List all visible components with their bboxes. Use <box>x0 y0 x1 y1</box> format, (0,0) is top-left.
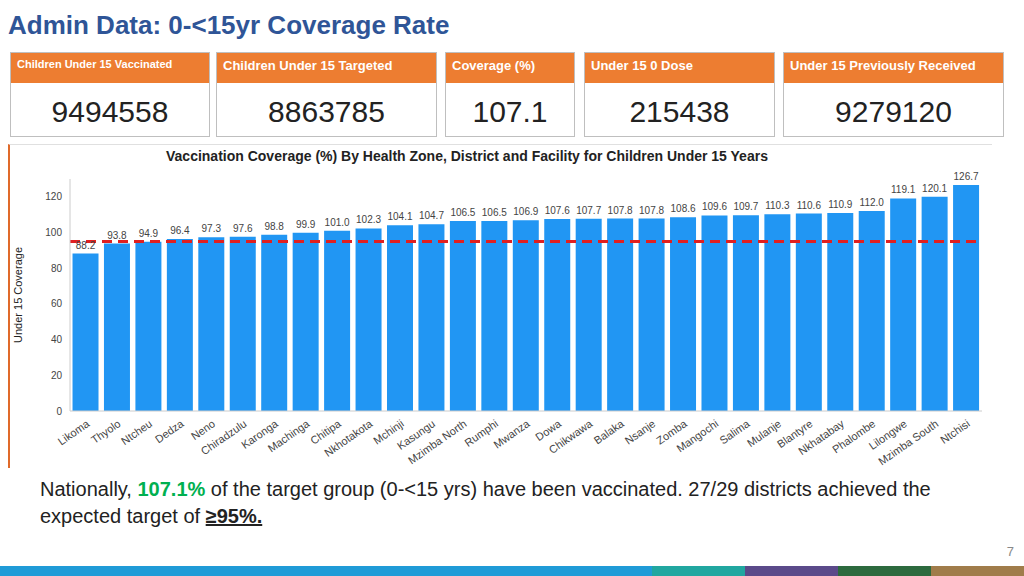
svg-text:109.7: 109.7 <box>733 201 758 212</box>
svg-text:126.7: 126.7 <box>954 171 979 182</box>
svg-text:Mchinji: Mchinji <box>370 417 406 447</box>
svg-text:Nkhotakota: Nkhotakota <box>322 417 375 459</box>
svg-text:Chitipa: Chitipa <box>308 417 343 447</box>
svg-text:107.8: 107.8 <box>639 205 664 216</box>
svg-text:110.9: 110.9 <box>828 199 853 210</box>
svg-text:101.0: 101.0 <box>325 217 350 228</box>
svg-text:93.8: 93.8 <box>107 230 127 241</box>
svg-text:Neno: Neno <box>188 417 218 443</box>
svg-text:94.9: 94.9 <box>139 228 159 239</box>
svg-text:Ntchisi: Ntchisi <box>938 417 972 446</box>
html-text:Under 15 Previously Received: Under 15 Previously Received <box>790 58 976 73</box>
svg-text:Zomba: Zomba <box>653 417 689 447</box>
html-text:8863785: 8863785 <box>268 95 385 128</box>
svg-text:Blantyre: Blantyre <box>774 417 815 451</box>
svg-text:Balaka: Balaka <box>592 417 627 447</box>
svg-text:112.0: 112.0 <box>860 197 885 208</box>
svg-text:Mzimba North: Mzimba North <box>406 417 469 466</box>
html-text:Coverage (%): Coverage (%) <box>452 58 536 73</box>
svg-text:Likoma: Likoma <box>55 417 92 448</box>
svg-text:Nkhatabay: Nkhatabay <box>796 417 847 458</box>
svg-text:Mangochi: Mangochi <box>674 417 720 454</box>
svg-text:110.6: 110.6 <box>797 200 822 211</box>
svg-text:106.9: 106.9 <box>513 206 538 217</box>
svg-text:108.6: 108.6 <box>671 203 696 214</box>
svg-text:98.8: 98.8 <box>264 221 284 232</box>
html-text:7: 7 <box>1006 544 1014 559</box>
svg-text:80: 80 <box>51 263 63 274</box>
html-text:Children Under 15 Targeted: Children Under 15 Targeted <box>223 58 393 73</box>
html-text:9494558: 9494558 <box>51 95 169 128</box>
svg-text:40: 40 <box>51 334 63 345</box>
svg-text:Salima: Salima <box>717 417 752 447</box>
svg-text:Kasungu: Kasungu <box>394 417 438 452</box>
svg-text:120: 120 <box>45 191 62 202</box>
svg-text:Mwanza: Mwanza <box>491 417 532 451</box>
svg-text:Ntcheu: Ntcheu <box>119 417 154 447</box>
svg-text:120.1: 120.1 <box>922 183 947 194</box>
html-text:Nationally, 107.1% of the targ: Nationally, 107.1% of the target group (… <box>40 478 931 527</box>
svg-text:60: 60 <box>51 298 63 309</box>
svg-text:Machinga: Machinga <box>266 417 313 455</box>
svg-text:109.6: 109.6 <box>702 201 727 212</box>
svg-text:Under 15 Coverage: Under 15 Coverage <box>12 247 24 343</box>
svg-text:Mzimba South: Mzimba South <box>876 417 940 467</box>
svg-text:97.6: 97.6 <box>233 223 253 234</box>
svg-text:104.1: 104.1 <box>387 211 412 222</box>
html-text:107.1: 107.1 <box>472 95 548 128</box>
svg-text:110.3: 110.3 <box>765 200 790 211</box>
svg-text:102.3: 102.3 <box>356 214 381 225</box>
svg-text:107.8: 107.8 <box>608 205 633 216</box>
svg-text:107.6: 107.6 <box>545 205 570 216</box>
html-text:Children Under 15 Vaccinated: Children Under 15 Vaccinated <box>17 58 173 70</box>
svg-text:97.3: 97.3 <box>202 223 222 234</box>
html-text:215438: 215438 <box>629 95 730 128</box>
html-text:Under 15 0 Dose: Under 15 0 Dose <box>591 58 693 73</box>
svg-text:Karonga: Karonga <box>239 417 280 451</box>
svg-text:Dowa: Dowa <box>533 417 564 444</box>
svg-text:Dedza: Dedza <box>153 417 187 446</box>
svg-text:Rumphi: Rumphi <box>462 417 501 449</box>
svg-text:Nsanje: Nsanje <box>622 417 657 446</box>
svg-text:Phalombe: Phalombe <box>830 417 877 455</box>
html-text:Vaccination Coverage (%) By He: Vaccination Coverage (%) By Health Zone,… <box>166 148 768 164</box>
svg-text:Lilongwe: Lilongwe <box>866 417 909 452</box>
svg-text:119.1: 119.1 <box>891 184 916 195</box>
svg-text:96.4: 96.4 <box>170 225 190 236</box>
svg-text:100: 100 <box>45 227 62 238</box>
svg-text:106.5: 106.5 <box>450 207 475 218</box>
svg-text:104.7: 104.7 <box>419 210 444 221</box>
svg-text:0: 0 <box>56 406 62 417</box>
svg-text:Chikwawa: Chikwawa <box>547 417 596 456</box>
svg-text:88.2: 88.2 <box>76 240 96 251</box>
svg-text:Mulanje: Mulanje <box>744 417 784 450</box>
html-text:9279120: 9279120 <box>835 95 952 128</box>
svg-text:Thyolo: Thyolo <box>89 417 123 446</box>
svg-text:106.5: 106.5 <box>482 207 507 218</box>
svg-text:Chiradzulu: Chiradzulu <box>199 417 249 457</box>
svg-text:107.7: 107.7 <box>576 205 601 216</box>
svg-text:20: 20 <box>51 370 63 381</box>
html-text:Admin Data: 0-<15yr Coverage R: Admin Data: 0-<15yr Coverage Rate <box>8 10 450 40</box>
svg-text:99.9: 99.9 <box>296 219 316 230</box>
